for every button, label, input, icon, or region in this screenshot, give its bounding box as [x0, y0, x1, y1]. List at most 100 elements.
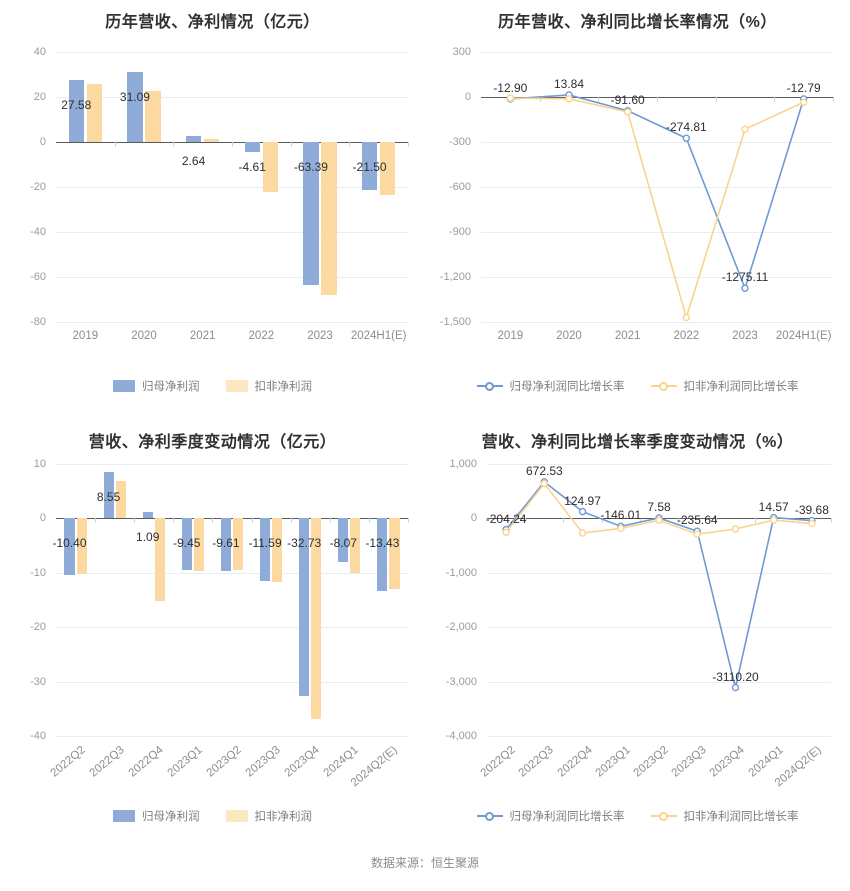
y-axis-tick-label: -2,000	[445, 621, 477, 634]
bar-orange	[154, 518, 165, 602]
x-axis-tick-mark	[173, 518, 175, 524]
legend-item[interactable]: 归母净利润	[113, 378, 200, 394]
legend-color-swatch	[113, 380, 135, 392]
bar-data-label: -10.40	[52, 536, 87, 551]
chart-plot-annual-growth: 300 0 -300 -600 -900 -1,200 -1,500 2019 2020 2021…	[425, 0, 850, 368]
bar-data-label: -32.73	[287, 536, 322, 551]
chart-title-annual-growth: 历年营收、净利同比增长率情况（%）	[498, 14, 777, 31]
bar-data-label: 8.55	[96, 489, 121, 504]
panel-quarterly-profit: 营收、净利季度变动情况（亿元） 10 0 -10 -20 -30 -40 2022Q2 202…	[0, 420, 425, 840]
x-axis-tick-label: 2020	[556, 330, 582, 342]
x-axis-tick-mark	[114, 142, 116, 147]
gridline	[487, 736, 831, 737]
bar-orange	[145, 91, 161, 142]
bar-orange	[311, 518, 322, 719]
x-axis-tick-mark	[833, 97, 834, 102]
bar-orange	[86, 83, 103, 142]
x-axis-tick-mark	[792, 518, 794, 524]
zero-axis-line	[56, 518, 408, 520]
line-data-point	[682, 134, 691, 142]
legend-item[interactable]: 扣非净利润	[225, 378, 312, 394]
y-axis-tick-label: 20	[33, 91, 46, 103]
legend-item[interactable]: 归母净利润同比增长率	[476, 808, 625, 824]
x-axis-tick-label: 2019	[497, 330, 524, 342]
legend-item[interactable]: 扣非净利润同比增长率	[650, 808, 799, 824]
line-data-point	[682, 313, 691, 322]
legend-color-swatch	[225, 810, 248, 822]
bar-blue	[127, 72, 143, 142]
line-data-label: 13.84	[553, 76, 585, 91]
legend-item[interactable]: 归母净利润	[113, 808, 200, 824]
gridline	[56, 322, 408, 323]
x-axis-tick-mark	[251, 518, 253, 524]
bar-data-label: -11.59	[248, 536, 282, 551]
gridline	[487, 572, 831, 574]
gridline	[56, 52, 408, 53]
bar-blue	[299, 518, 310, 697]
y-axis-tick-label: -40	[30, 730, 46, 742]
y-axis-tick-label: -30	[30, 675, 46, 688]
line-data-label: -12.90	[493, 80, 528, 95]
line-data-point	[540, 479, 549, 488]
y-axis-tick-label: 40	[33, 46, 46, 58]
bar-data-label: 31.09	[119, 90, 150, 105]
data-source-text: 数据来源：恒生聚源	[370, 856, 479, 870]
x-axis-tick-label: 2023	[307, 330, 333, 342]
x-axis-tick-mark	[754, 518, 756, 524]
x-axis-tick-mark	[539, 97, 541, 102]
y-axis-tick-label: -600	[448, 181, 471, 193]
bar-orange	[389, 518, 400, 590]
bar-blue	[142, 512, 153, 519]
line-data-label: -204.24	[485, 511, 527, 526]
bar-data-label: -4.61	[238, 160, 266, 174]
bar-blue	[68, 79, 84, 142]
line-path	[510, 94, 805, 291]
x-axis-tick-mark	[774, 97, 776, 102]
y-axis-tick-label: -20	[30, 181, 46, 193]
bar-blue	[185, 136, 202, 142]
bar-orange	[321, 142, 337, 295]
bar-orange	[193, 518, 205, 571]
y-axis-tick-label: 1,000	[449, 458, 477, 470]
line-series-layer	[502, 478, 816, 692]
line-data-point	[808, 519, 816, 528]
bar-blue	[244, 142, 260, 153]
x-axis-tick-mark	[173, 142, 175, 147]
line-data-point	[623, 108, 632, 116]
bar-blue	[220, 518, 232, 571]
bar-orange	[76, 518, 87, 575]
line-data-point	[741, 125, 749, 133]
x-axis-tick-label: 2021	[189, 330, 216, 342]
bar-orange	[232, 518, 244, 570]
gridline	[56, 572, 408, 574]
gridline	[487, 627, 831, 629]
chart-legend-annual-growth: 归母净利润同比增长率 扣非净利润同比增长率	[425, 378, 850, 394]
line-data-point	[578, 529, 587, 537]
legend-item-label: 归母净利润	[142, 811, 200, 823]
x-axis-tick-mark	[525, 518, 527, 524]
x-axis-tick-mark	[408, 142, 409, 147]
gridline	[56, 464, 408, 465]
legend-item[interactable]: 归母净利润同比增长率	[476, 378, 625, 394]
x-axis-tick-label: 2020	[131, 330, 157, 342]
line-data-point	[799, 98, 808, 106]
line-data-label: 14.57	[758, 499, 789, 514]
gridline	[481, 232, 833, 233]
x-axis-tick-label: 2024H1(E)	[350, 330, 407, 342]
bar-blue	[377, 518, 388, 592]
x-axis-tick-mark	[598, 97, 600, 102]
legend-item[interactable]: 扣非净利润同比增长率	[650, 378, 799, 394]
y-axis-tick-label: -20	[30, 621, 46, 634]
legend-item[interactable]: 扣非净利润	[225, 808, 312, 824]
legend-item-label: 扣非净利润同比增长率	[683, 381, 799, 393]
y-axis-tick-label: -3,000	[445, 675, 477, 688]
x-axis-tick-label: 2022	[248, 330, 275, 342]
line-data-point	[693, 530, 701, 538]
legend-item-label: 扣非净利润同比增长率	[683, 811, 799, 823]
line-data-point	[506, 94, 515, 102]
line-data-label: -39.68	[794, 502, 829, 517]
legend-line-marker-icon	[476, 810, 503, 822]
x-axis-tick-label: 2021	[614, 330, 641, 342]
chart-title-quarterly-profit: 营收、净利季度变动情况（亿元）	[88, 434, 337, 451]
